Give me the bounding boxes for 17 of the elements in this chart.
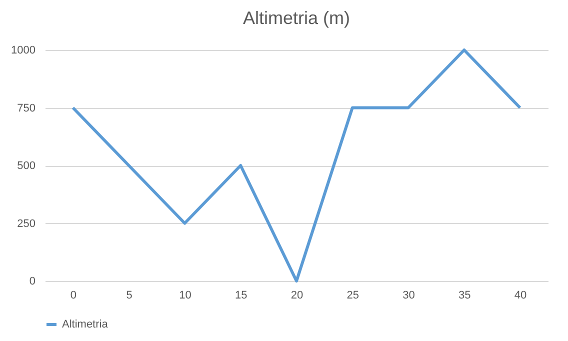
x-tick-label: 25 — [346, 290, 360, 302]
y-tick-label: 1000 — [11, 44, 36, 56]
x-tick-label: 20 — [290, 290, 304, 302]
y-tick-label: 0 — [29, 276, 36, 288]
legend-label: Altimetria — [62, 318, 109, 330]
chart-title: Altimetria (m) — [243, 8, 350, 28]
line-series — [71, 48, 522, 282]
y-tick-label: 250 — [17, 218, 36, 230]
x-tick-label: 0 — [70, 290, 77, 302]
x-tick-label: 40 — [514, 290, 527, 302]
y-tick-label: 500 — [17, 160, 36, 172]
x-tick-label: 10 — [179, 290, 192, 302]
x-tick-label: 5 — [126, 290, 132, 302]
y-tick-label: 750 — [17, 102, 36, 114]
x-tick-label: 30 — [402, 290, 415, 302]
x-tick-label: 35 — [458, 290, 471, 302]
x-tick-label: 15 — [234, 290, 248, 302]
